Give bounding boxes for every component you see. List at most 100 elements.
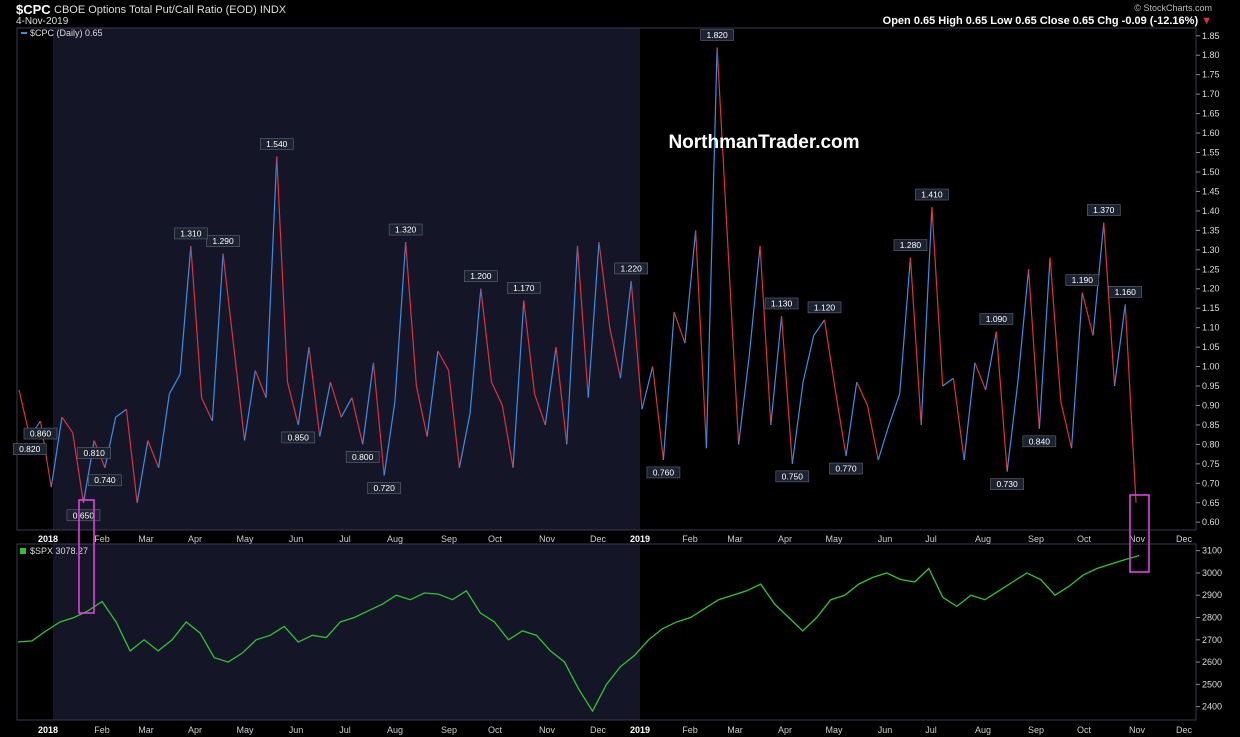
spx-xtick-label: Sep bbox=[441, 725, 457, 735]
ohlc-values: Open 0.65 High 0.65 Low 0.65 Close 0.65 … bbox=[882, 15, 1199, 27]
cpc-value-callout: 1.820 bbox=[706, 30, 728, 40]
cpc-line-segment bbox=[437, 350, 450, 371]
cpc-value-callout-box bbox=[807, 301, 842, 314]
cpc-value-callout-box bbox=[66, 509, 101, 522]
cpc-line-segment bbox=[974, 362, 987, 391]
cpc-line-segment bbox=[587, 241, 600, 398]
cpc-ytick-label: 0.85 bbox=[1202, 420, 1220, 430]
cpc-ytick-label: 1.00 bbox=[1202, 362, 1220, 372]
cpc-value-callout-box bbox=[1086, 204, 1121, 216]
cpc-line-segment bbox=[233, 347, 246, 441]
cpc-value-callout-box bbox=[979, 313, 1014, 325]
cpc-line-segment bbox=[1060, 401, 1073, 449]
spx-xtick-label: Jun bbox=[289, 725, 304, 735]
spx-xtick-label: Feb bbox=[682, 725, 698, 735]
spx-panel-frame bbox=[16, 543, 1197, 721]
cpc-line-segment bbox=[115, 408, 127, 418]
cpc-value-callout-box bbox=[915, 188, 949, 201]
cpc-xtick-label: Oct bbox=[488, 534, 503, 544]
cpc-value-callout-box bbox=[506, 282, 541, 294]
cpc-line-segment bbox=[340, 397, 353, 418]
cpc-line-segment bbox=[1017, 269, 1030, 383]
spx-xtick-label: Mar bbox=[727, 725, 743, 735]
spx-xtick-label: Sep bbox=[1028, 725, 1044, 735]
cpc-xtick-label: Sep bbox=[441, 534, 457, 544]
cpc-line-segment bbox=[630, 280, 643, 410]
cpc-value-callout-box bbox=[1108, 285, 1143, 298]
cpc-value-callout: 0.840 bbox=[1029, 436, 1051, 446]
spx-xtick-label: May bbox=[236, 725, 254, 735]
cpc-line-segment bbox=[501, 405, 514, 468]
cpc-line-segment bbox=[319, 382, 332, 437]
cpc-ytick-label: 1.15 bbox=[1202, 303, 1220, 313]
cpc-line-segment bbox=[1049, 257, 1062, 402]
cpc-value-callout-box bbox=[1065, 274, 1100, 286]
cpc-line-segment bbox=[802, 335, 815, 383]
cpc-line-segment bbox=[684, 230, 697, 344]
cpc-ytick-label: 1.20 bbox=[1202, 284, 1220, 294]
cpc-line-segment bbox=[351, 397, 364, 445]
spx-xtick-label: Jul bbox=[339, 725, 351, 735]
cpc-line-segment bbox=[104, 417, 117, 468]
cpc-line-segment bbox=[372, 362, 385, 476]
cpc-ytick-label: 0.90 bbox=[1202, 400, 1220, 410]
cpc-ytick-label: 0.75 bbox=[1202, 459, 1220, 469]
cpc-ytick-label: 1.85 bbox=[1202, 31, 1220, 41]
cpc-ytick-label: 1.65 bbox=[1202, 109, 1220, 119]
cpc-line-segment bbox=[555, 347, 568, 445]
cpc-value-callout: 0.750 bbox=[782, 471, 804, 481]
cpc-line-segment bbox=[544, 347, 557, 426]
cpc-line-segment bbox=[695, 230, 707, 449]
cpc-value-callout: 1.190 bbox=[1072, 275, 1094, 285]
spx-ytick-label: 2700 bbox=[1202, 635, 1222, 645]
cpc-xtick-label: May bbox=[825, 534, 843, 544]
chg-down-icon: ▼ bbox=[1201, 15, 1212, 27]
cpc-xtick-label: Jul bbox=[339, 534, 351, 544]
cpc-value-callout: 1.120 bbox=[814, 302, 836, 312]
cpc-line-segment bbox=[179, 245, 192, 375]
cpc-xtick-label: Sep bbox=[1028, 534, 1044, 544]
cpc-line-segment bbox=[770, 315, 783, 425]
cpc-line-segment bbox=[727, 245, 740, 445]
cpc-value-callout: 1.200 bbox=[470, 271, 492, 281]
cpc-ytick-label: 0.60 bbox=[1202, 517, 1220, 527]
highlight-box-feb-2018 bbox=[78, 499, 95, 614]
spx-ytick-label: 2500 bbox=[1202, 679, 1222, 689]
cpc-line-segment bbox=[243, 370, 256, 441]
cpc-value-callout: 1.090 bbox=[986, 314, 1008, 324]
cpc-value-callout-box bbox=[775, 470, 810, 483]
cpc-value-callout: 0.720 bbox=[374, 483, 396, 493]
cpc-line-segment bbox=[72, 432, 85, 503]
cpc-line-segment bbox=[297, 347, 310, 426]
cpc-line-segment bbox=[759, 245, 772, 425]
cpc-xtick-label: Jun bbox=[289, 534, 304, 544]
cpc-line-segment bbox=[512, 300, 525, 468]
symbol: $CPC bbox=[16, 2, 51, 17]
spx-xtick-label: Aug bbox=[387, 725, 403, 735]
cpc-xtick-label: Nov bbox=[539, 534, 556, 544]
cpc-ytick-label: 1.70 bbox=[1202, 89, 1220, 99]
cpc-ytick-label: 1.30 bbox=[1202, 245, 1220, 255]
cpc-line-segment bbox=[201, 397, 213, 422]
cpc-xtick-label: 2018 bbox=[38, 534, 58, 544]
spx-xtick-label: 2018 bbox=[38, 725, 58, 735]
cpc-value-callout: 1.170 bbox=[513, 283, 535, 293]
spx-ytick-label: 2900 bbox=[1202, 590, 1222, 600]
cpc-line-segment bbox=[791, 382, 804, 464]
cpc-line-segment bbox=[866, 405, 879, 461]
cpc-line-segment bbox=[716, 47, 729, 246]
cpc-value-callout-box bbox=[1022, 435, 1057, 448]
cpc-panel-frame bbox=[16, 27, 1197, 531]
cpc-line-segment bbox=[190, 245, 203, 398]
cpc-line-segment bbox=[125, 409, 138, 503]
cpc-value-callout-box bbox=[174, 227, 208, 240]
spx-xtick-label: Oct bbox=[1077, 725, 1092, 735]
cpc-value-callout: 0.850 bbox=[288, 432, 310, 442]
spx-legend-swatch bbox=[20, 548, 26, 554]
cpc-value-callout-box bbox=[646, 466, 681, 479]
cpc-ytick-label: 0.80 bbox=[1202, 439, 1220, 449]
spx-xtick-label: Dec bbox=[1176, 725, 1193, 735]
cpc-line-segment bbox=[705, 47, 718, 449]
cpc-xtick-label: Dec bbox=[1176, 534, 1193, 544]
